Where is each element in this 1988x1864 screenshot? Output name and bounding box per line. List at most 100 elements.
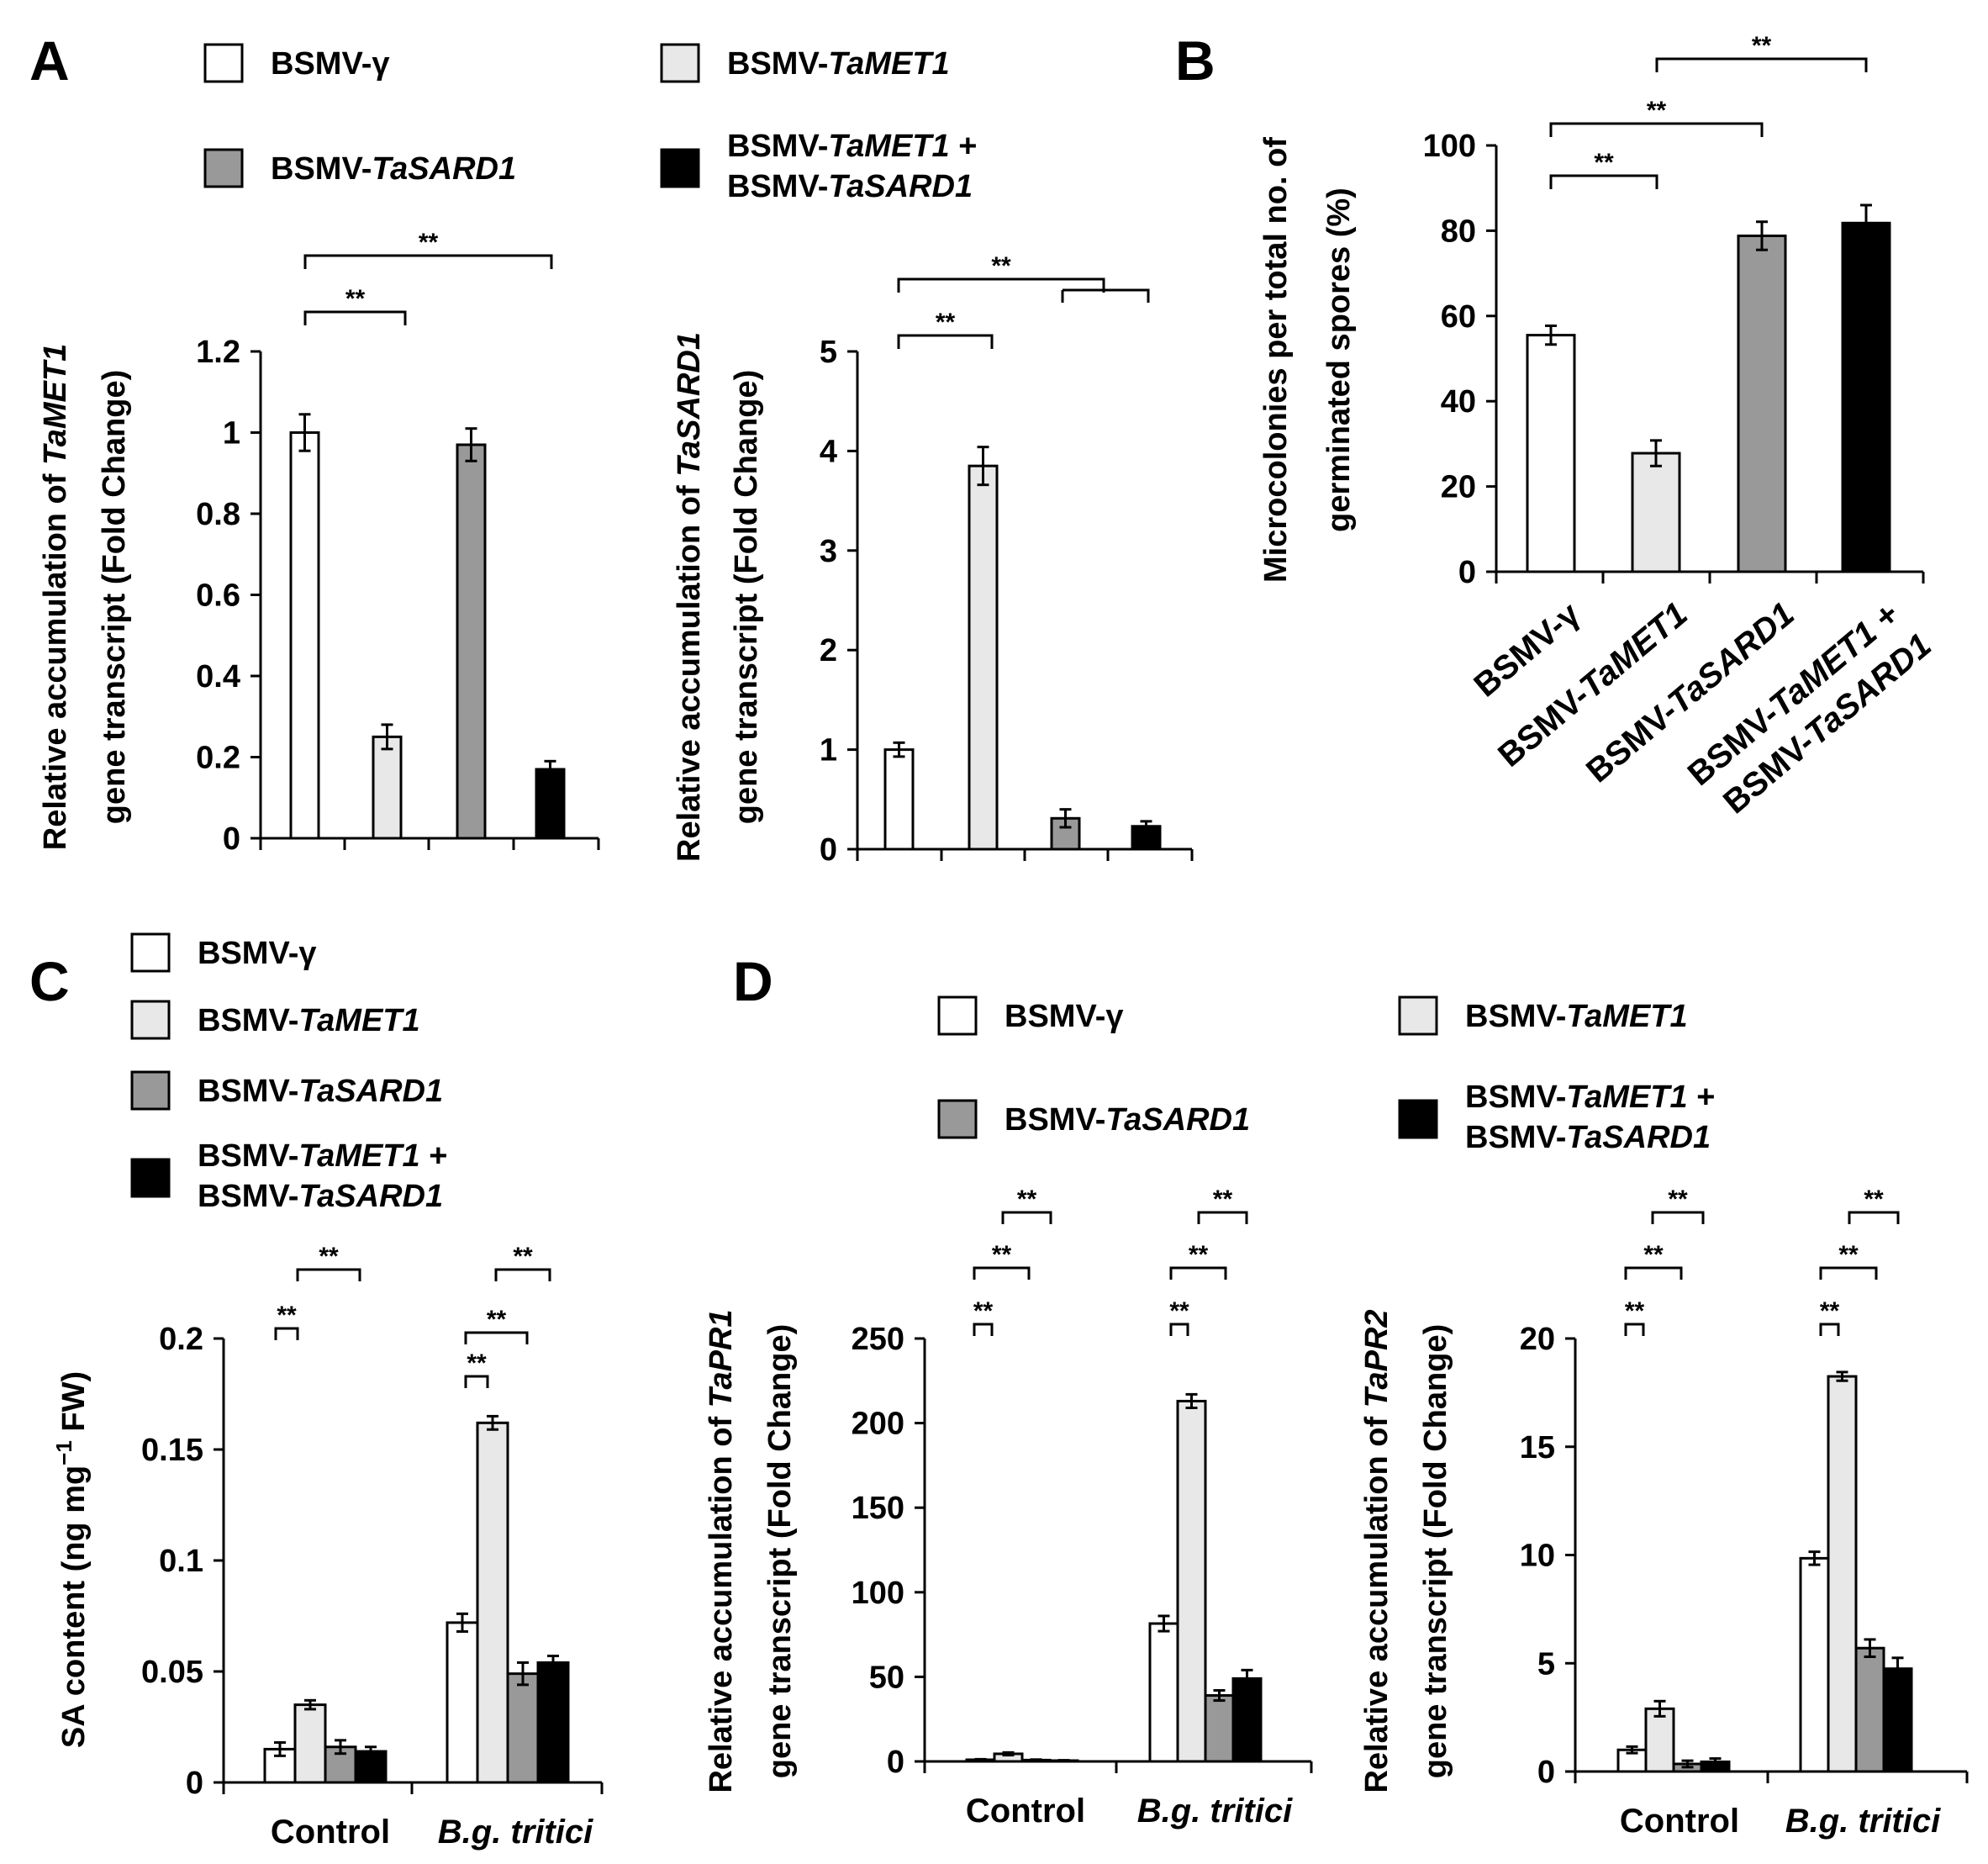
chart-a1-ytick-label-2: 0.4 <box>196 659 240 694</box>
chart-a1-sig-2-label: ** <box>419 229 439 256</box>
chart-b-ytick-label-2: 40 <box>1441 384 1476 420</box>
chart-d1-sig-6-bracket <box>1197 1211 1248 1224</box>
legend-c-swatch-2 <box>130 1000 171 1040</box>
chart-b-microcolonies: 0 20 40 60 80 100 Microcolonies per total no. … <box>1258 32 1938 821</box>
chart-c-sig-3-label: ** <box>467 1349 487 1377</box>
chart-d2-ylabel-line1: Relative accumulation of TaPR2 <box>1359 1309 1395 1793</box>
chart-d2-group-2-series-4-bar <box>1882 1667 1913 1773</box>
chart-d2-sig-4-label: ** <box>1820 1297 1840 1325</box>
chart-b-sig-2-bracket <box>1549 122 1764 137</box>
chart-d1-sig-3-bracket <box>1001 1211 1052 1224</box>
legend-d-label-3: BSMV-TaSARD1 <box>1005 1102 1250 1138</box>
chart-d2-sig-6-label: ** <box>1864 1185 1884 1213</box>
chart-c-group-2-series-3-bar <box>506 1672 540 1784</box>
chart-d1-sig-1-label: ** <box>973 1297 994 1325</box>
chart-d1-ytick-label-4: 200 <box>852 1407 904 1442</box>
legend-a-label-1: BSMV-γ <box>271 46 389 82</box>
chart-c-ytick-label-3: 0.15 <box>141 1433 203 1468</box>
legend-panel-a: BSMV-γ BSMV-TaMET1 BSMV-TaSARD1 BSMV-TaMET1… <box>203 43 977 204</box>
chart-c-sig-5-label: ** <box>513 1243 533 1270</box>
chart-c-group-label-2: B.g. tritici <box>438 1814 593 1851</box>
chart-a1-sig-1-label: ** <box>345 285 366 313</box>
panel-label-a: A <box>29 29 70 92</box>
legend-c-label-1: BSMV-γ <box>198 936 316 971</box>
legend-panel-c: BSMV-γ BSMV-TaMET1 BSMV-TaSARD1 BSMV-TaMET1… <box>130 932 447 1214</box>
legend-d-swatch-3 <box>937 1099 978 1139</box>
legend-c-label-4-line2: BSMV-TaSARD1 <box>198 1179 443 1214</box>
chart-d1-group-label-1: Control <box>966 1793 1085 1830</box>
legend-panel-d: BSMV-γ BSMV-TaMET1 BSMV-TaSARD1 BSMV-TaMET1… <box>937 995 1715 1155</box>
chart-a1-ylabel-line1: Relative accumulation of TaMET1 <box>38 344 73 851</box>
chart-d1-ylabel-line2: gene transcript (Fold Change) <box>762 1324 798 1778</box>
chart-a1-ytick-label-4: 0.8 <box>196 497 240 532</box>
chart-d2-sig-4-bracket <box>1819 1323 1840 1336</box>
chart-c-sa-content: 0 0.05 0.1 0.15 0.2 SA content (ng mg−1 FW) **… <box>51 1243 604 1851</box>
legend-a-label-4-line2: BSMV-TaSARD1 <box>727 169 973 204</box>
legend-a-swatch-4 <box>660 148 700 188</box>
chart-d1-sig-6-label: ** <box>1213 1185 1233 1213</box>
chart-a1-ytick-label-0: 0 <box>223 821 240 857</box>
chart-c-group-2-series-2-bar <box>476 1421 509 1784</box>
legend-d-label-4-line2: BSMV-TaSARD1 <box>1465 1120 1711 1155</box>
chart-d1-sig-3-label: ** <box>1017 1185 1037 1213</box>
legend-c-label-4: BSMV-TaMET1 + <box>198 1138 447 1174</box>
chart-b-ytick-label-0: 0 <box>1458 555 1476 590</box>
chart-c-sig-2-bracket <box>296 1268 361 1281</box>
chart-d2-ytick-label-2: 10 <box>1520 1539 1555 1574</box>
chart-d1-sig-1-bracket <box>973 1323 994 1336</box>
chart-a-tamet1: 0 0.2 0.4 0.6 0.8 1 1.2 Relative accumulation o… <box>38 229 600 857</box>
chart-a1-series-4-bar <box>535 768 566 840</box>
chart-b-ytick-label-5: 100 <box>1423 129 1476 164</box>
chart-b-ytick-label-1: 20 <box>1441 470 1476 505</box>
chart-d2-sig-2-bracket <box>1624 1266 1683 1280</box>
chart-c-ytick-label-1: 0.05 <box>141 1655 203 1690</box>
chart-d2-group-2-series-2-bar <box>1827 1375 1858 1773</box>
chart-a2-sig-1-label: ** <box>936 309 956 336</box>
chart-d1-sig-4-label: ** <box>1169 1297 1189 1325</box>
chart-d1-ytick-label-3: 150 <box>852 1491 904 1526</box>
chart-c-sig-5-bracket <box>494 1268 551 1281</box>
chart-d2-ytick-label-0: 0 <box>1537 1755 1555 1790</box>
chart-a2-sig-2-subbracket <box>1063 288 1150 303</box>
chart-a1-series-2-bar <box>372 735 403 840</box>
chart-b-sig-1-label: ** <box>1594 149 1614 177</box>
chart-a2-ytick-label-0: 0 <box>820 832 837 868</box>
chart-d2-sig-2-label: ** <box>1643 1241 1664 1269</box>
chart-a2-ytick-label-4: 4 <box>820 434 837 469</box>
chart-a2-ylabel-line2: gene transcript (Fold Change) <box>729 370 764 824</box>
legend-a-swatch-1 <box>203 43 244 83</box>
chart-d2-ylabel-line2: gene transcript (Fold Change) <box>1418 1324 1453 1778</box>
chart-d1-ytick-label-5: 250 <box>852 1322 904 1357</box>
chart-d1-group-label-2: B.g. tritici <box>1137 1793 1293 1830</box>
chart-c-sig-3-bracket <box>464 1375 489 1388</box>
chart-b-ylabel-line2: germinated spores (%) <box>1321 187 1357 532</box>
legend-a-label-3: BSMV-TaSARD1 <box>271 151 516 187</box>
legend-d-label-1: BSMV-γ <box>1005 999 1123 1034</box>
chart-a2-ytick-label-2: 2 <box>820 633 837 668</box>
chart-d2-sig-5-label: ** <box>1838 1241 1859 1269</box>
chart-d1-sig-5-label: ** <box>1189 1241 1209 1269</box>
chart-a1-ylabel-line2: gene transcript (Fold Change) <box>97 370 132 824</box>
chart-c-group-2-series-1-bar <box>446 1621 479 1784</box>
legend-c-swatch-1 <box>130 932 171 973</box>
chart-b-category-2: BSMV-TaMET1 <box>1491 595 1695 774</box>
panel-label-b: B <box>1175 29 1215 92</box>
chart-d1-ytick-label-1: 50 <box>869 1660 904 1695</box>
legend-c-swatch-3 <box>130 1070 171 1111</box>
chart-d2-ytick-label-4: 20 <box>1520 1322 1555 1357</box>
chart-d1-group-2-series-4-bar <box>1231 1677 1263 1763</box>
chart-c-sig-4-label: ** <box>487 1306 507 1333</box>
chart-c-ytick-label-4: 0.2 <box>159 1322 203 1357</box>
legend-d-swatch-1 <box>937 995 978 1036</box>
chart-d2-group-2-series-1-bar <box>1799 1556 1830 1773</box>
chart-b-series-4-bar <box>1841 221 1891 573</box>
chart-d1-ytick-label-0: 0 <box>887 1745 904 1780</box>
chart-d1-sig-4-bracket <box>1169 1323 1189 1336</box>
chart-d2-sig-5-bracket <box>1819 1266 1878 1280</box>
chart-c-ylabel: SA content (ng mg−1 FW) <box>51 1371 92 1748</box>
chart-a2-sig-2-label: ** <box>991 252 1011 280</box>
chart-d2-ytick-label-1: 5 <box>1537 1646 1555 1682</box>
chart-c-group-2-series-4-bar <box>536 1661 570 1784</box>
chart-b-sig-3-label: ** <box>1752 32 1772 60</box>
